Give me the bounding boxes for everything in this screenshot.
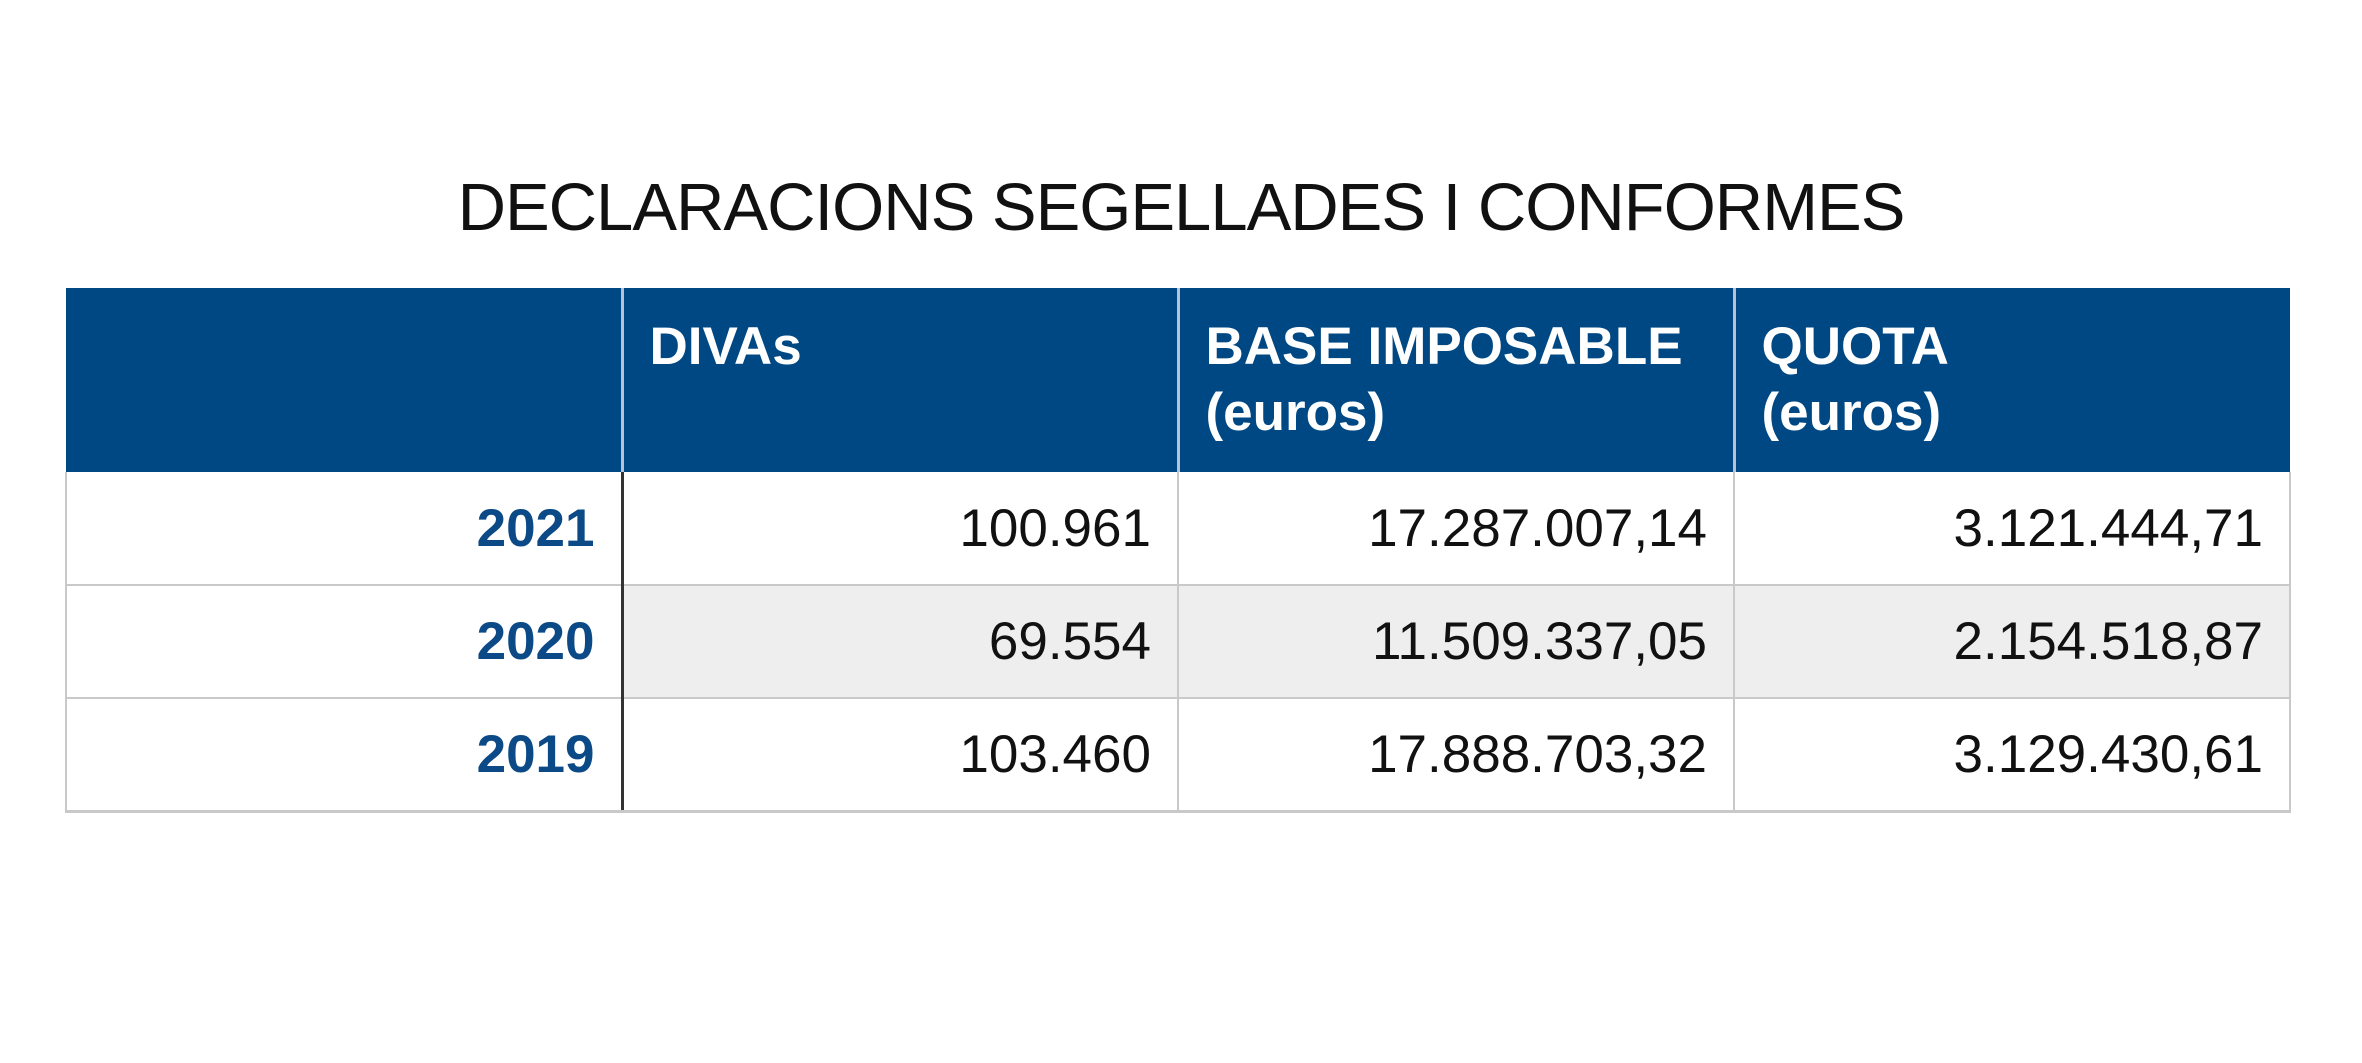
table-row: 2021 100.961 17.287.007,14 3.121.444,71	[65, 472, 2291, 586]
header-row: DIVAs BASE IMPOSABLE (euros) QUOTA (euro…	[66, 288, 2290, 472]
table-row: 2019 103.460 17.888.703,32 3.129.430,61	[65, 698, 2291, 813]
header-cell-empty	[66, 288, 624, 472]
header-cell-base-imposable: BASE IMPOSABLE (euros)	[1178, 288, 1736, 472]
header-cell-divas: DIVAs	[622, 288, 1180, 472]
table-row: 2020 69.554 11.509.337,05 2.154.518,87	[65, 585, 2291, 699]
table-title: DECLARACIONS SEGELLADES I CONFORMES	[457, 170, 1906, 245]
base-cell: 17.287.007,14	[1178, 472, 1735, 586]
divas-cell: 69.554	[622, 585, 1179, 699]
divas-cell: 100.961	[622, 472, 1179, 586]
divas-cell: 103.460	[622, 698, 1179, 813]
header-label: DIVAs	[649, 317, 802, 376]
data-table: DIVAs BASE IMPOSABLE (euros) QUOTA (euro…	[65, 288, 2291, 813]
quota-cell: 2.154.518,87	[1734, 585, 2291, 699]
base-cell: 17.888.703,32	[1178, 698, 1735, 813]
header-label: QUOTA	[1761, 317, 1949, 376]
header-label: BASE IMPOSABLE	[1205, 317, 1683, 376]
quota-cell: 3.129.430,61	[1734, 698, 2291, 813]
base-cell: 11.509.337,05	[1178, 585, 1735, 699]
header-cell-quota: QUOTA (euros)	[1734, 288, 2290, 472]
quota-cell: 3.121.444,71	[1734, 472, 2291, 586]
year-cell: 2019	[65, 698, 624, 813]
header-sublabel: (euros)	[1205, 383, 1386, 442]
year-cell: 2021	[65, 472, 624, 586]
header-sublabel: (euros)	[1761, 383, 1942, 442]
year-cell: 2020	[65, 585, 624, 699]
